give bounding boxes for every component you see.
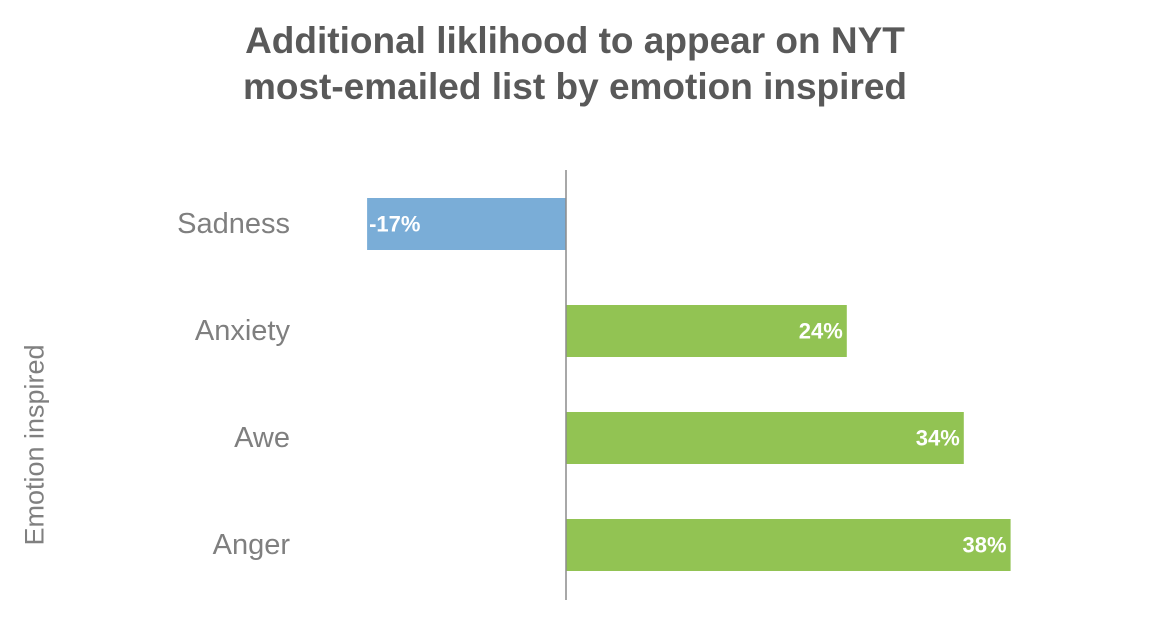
- value-label-awe: 34%: [916, 426, 960, 451]
- category-label-awe: Awe: [234, 422, 290, 454]
- value-label-sadness: -17%: [369, 212, 420, 237]
- bar-anxiety: [566, 305, 847, 357]
- bar-awe: [566, 412, 964, 464]
- value-label-anxiety: 24%: [799, 319, 843, 344]
- chart-title: Additional liklihood to appear on NYT mo…: [0, 18, 1150, 110]
- bar-sadness: [367, 198, 566, 250]
- category-label-sadness: Sadness: [177, 208, 290, 240]
- category-label-anger: Anger: [213, 529, 291, 561]
- value-label-anger: 38%: [963, 533, 1007, 558]
- chart-title-line-2: most-emailed list by emotion inspired: [242, 66, 908, 107]
- bar-anger: [566, 519, 1011, 571]
- chart-title-line-1: Additional liklihood to appear on NYT: [245, 20, 905, 61]
- category-label-anxiety: Anxiety: [195, 315, 291, 347]
